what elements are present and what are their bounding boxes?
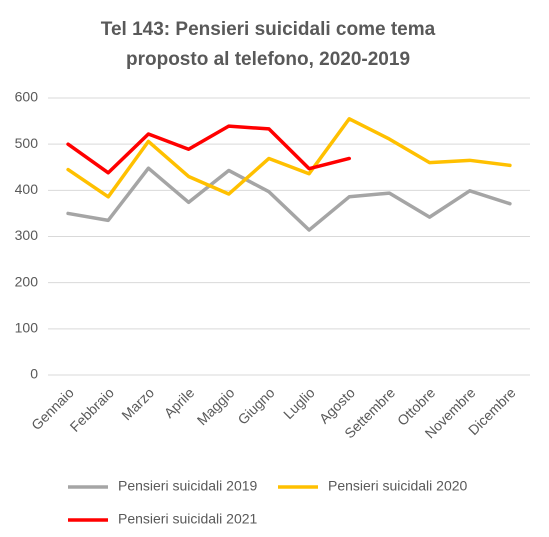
- x-tick-label: Febbraio: [67, 384, 118, 435]
- legend-label: Pensieri suicidali 2021: [118, 511, 258, 527]
- chart-title: proposto al telefono, 2020-2019: [126, 49, 410, 70]
- y-tick-label: 0: [30, 366, 38, 382]
- legend-label: Pensieri suicidali 2020: [328, 478, 468, 494]
- x-tick-label: Luglio: [280, 384, 318, 422]
- y-tick-label: 100: [15, 320, 39, 336]
- series-line: [66, 124, 351, 175]
- y-tick-label: 400: [15, 181, 39, 197]
- y-tick-label: 200: [15, 273, 39, 289]
- y-tick-label: 600: [15, 89, 39, 105]
- series-line: [66, 166, 512, 232]
- chart-title: Tel 143: Pensieri suicidali come tema: [101, 19, 436, 40]
- y-tick-label: 500: [15, 135, 39, 151]
- series-line: [66, 117, 512, 199]
- x-tick-label: Maggio: [194, 384, 238, 428]
- y-tick-label: 300: [15, 227, 39, 243]
- x-tick-label: Marzo: [118, 384, 157, 423]
- x-tick-label: Giugno: [234, 384, 277, 427]
- legend-label: Pensieri suicidali 2019: [118, 478, 258, 494]
- x-tick-label: Aprile: [161, 384, 198, 421]
